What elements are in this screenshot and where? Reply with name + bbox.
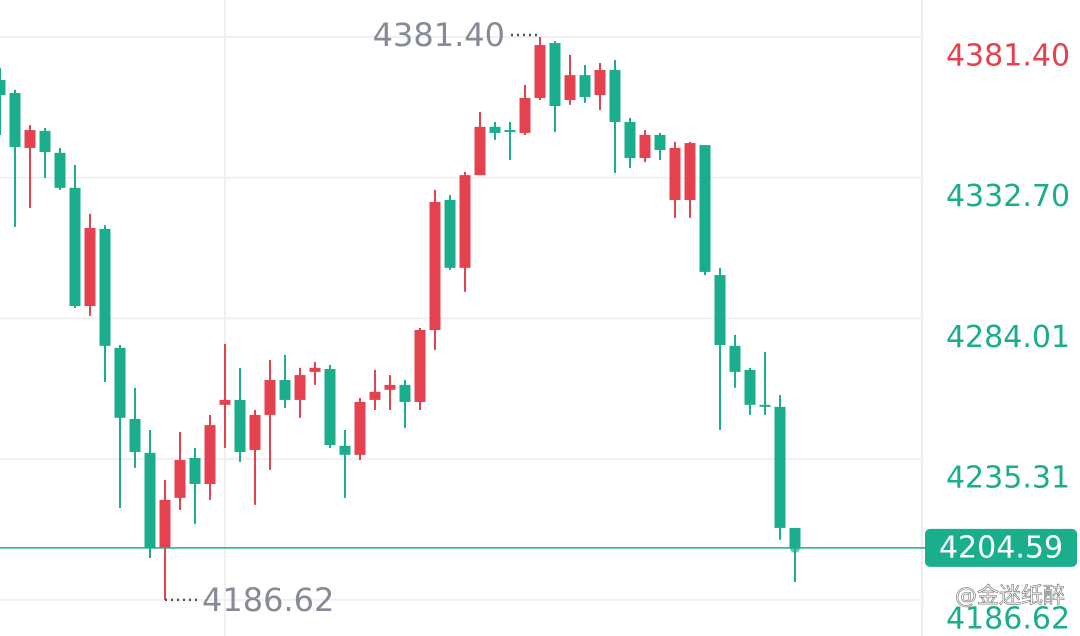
candle-body — [414, 329, 426, 402]
candle-body — [609, 69, 621, 122]
current-price-box — [925, 528, 1077, 567]
candle-body — [129, 418, 141, 452]
candles — [0, 36, 801, 600]
candle-body — [219, 399, 231, 405]
watermark: @金迷纸醉 — [955, 584, 1065, 609]
candle-body — [759, 404, 771, 407]
candle-body — [39, 130, 51, 152]
candle-body — [24, 130, 36, 148]
y-tick-label: 4284.01 — [946, 320, 1070, 355]
candle-body — [624, 121, 636, 159]
candle-body — [309, 367, 321, 372]
candle-body — [654, 134, 666, 150]
high-marker-label: 4381.40 — [373, 16, 505, 54]
candle-body — [474, 126, 486, 176]
y-tick-label: 4332.70 — [946, 179, 1070, 214]
candle-body — [54, 152, 66, 188]
candle-body — [489, 126, 501, 133]
candle-body — [159, 499, 171, 548]
candle-body — [744, 369, 756, 405]
candle-body — [564, 75, 576, 100]
candle-body — [639, 134, 651, 159]
current-price-label: 4204.59 — [939, 530, 1063, 565]
candle-body — [114, 347, 126, 418]
candle-body — [444, 199, 456, 268]
candle-body — [699, 145, 711, 272]
candle-body — [0, 80, 6, 96]
y-tick-label: 4235.31 — [946, 461, 1070, 496]
low-marker-label: 4186.62 — [202, 581, 334, 619]
current-price-dot — [790, 542, 800, 553]
candle-body — [294, 375, 306, 400]
candle-body — [549, 43, 561, 107]
candle-body — [69, 187, 81, 307]
candle-body — [534, 45, 546, 98]
candle-body — [399, 384, 411, 402]
candle-body — [729, 345, 741, 372]
candle-body — [99, 228, 111, 346]
overlay: 4381.40 4332.70 4284.01 4235.31 4186.62 4204.… — [0, 16, 1077, 636]
candle-body — [579, 75, 591, 98]
candle-body — [504, 130, 516, 133]
candle-body — [774, 406, 786, 528]
candle-body — [144, 452, 156, 548]
candle-body — [279, 379, 291, 400]
candle-body — [789, 527, 801, 548]
candle-body — [339, 445, 351, 455]
candle-body — [519, 97, 531, 133]
candle-body — [369, 391, 381, 400]
candle-body — [684, 143, 696, 200]
candle-body — [429, 201, 441, 330]
candle-body — [324, 369, 336, 445]
candle-body — [594, 69, 606, 96]
y-tick-label: 4186.62 — [946, 601, 1070, 636]
candle-body — [84, 227, 96, 307]
candle-body — [189, 458, 201, 485]
candle-body — [174, 460, 186, 498]
candle-body — [234, 399, 246, 452]
candle-body — [354, 401, 366, 455]
candle-body — [714, 275, 726, 346]
candle-body — [249, 414, 261, 450]
candle-body — [9, 93, 21, 148]
candle-body — [264, 379, 276, 415]
candle-body — [384, 384, 396, 390]
y-tick-label: 4381.40 — [946, 38, 1070, 73]
candle-body — [669, 147, 681, 200]
candle-body — [459, 175, 471, 268]
candle-body — [204, 425, 216, 485]
